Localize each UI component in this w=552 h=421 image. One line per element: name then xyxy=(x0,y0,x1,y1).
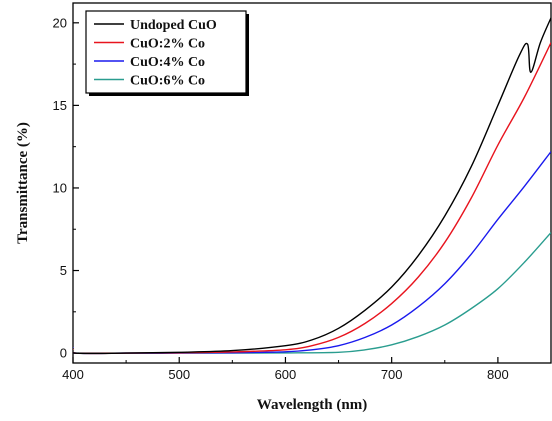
x-tick-label: 600 xyxy=(275,367,297,382)
y-tick-label: 0 xyxy=(60,346,67,361)
legend-label: Undoped CuO xyxy=(130,18,217,33)
x-tick-label: 800 xyxy=(487,367,509,382)
axes-layer: 400 500 600 700 800 0 5 10 15 20 xyxy=(53,15,552,382)
y-tick-label: 20 xyxy=(53,15,67,30)
series-layer xyxy=(73,17,551,355)
legend-label: CuO:6% Co xyxy=(130,74,205,89)
legend: Undoped CuO CuO:2% Co CuO:4% Co CuO:6% Co xyxy=(85,10,249,96)
x-tick-label: 500 xyxy=(168,367,190,382)
y-axis-title: Transmittance (%) xyxy=(15,122,31,244)
x-tick-label: 700 xyxy=(381,367,403,382)
x-tick-label: 400 xyxy=(62,367,84,382)
y-tick-label: 15 xyxy=(53,98,67,113)
plot-area xyxy=(72,2,552,364)
y-tick-label: 10 xyxy=(53,180,67,195)
legend-label: CuO:4% Co xyxy=(130,55,205,70)
plot-frame xyxy=(72,2,552,364)
series-line-undoped-cuo xyxy=(73,17,551,355)
x-axis-title: Wavelength (nm) xyxy=(257,397,367,413)
series-line-cuo-6-co xyxy=(73,232,551,354)
y-tick-label: 5 xyxy=(60,263,67,278)
legend-label: CuO:2% Co xyxy=(130,37,205,52)
